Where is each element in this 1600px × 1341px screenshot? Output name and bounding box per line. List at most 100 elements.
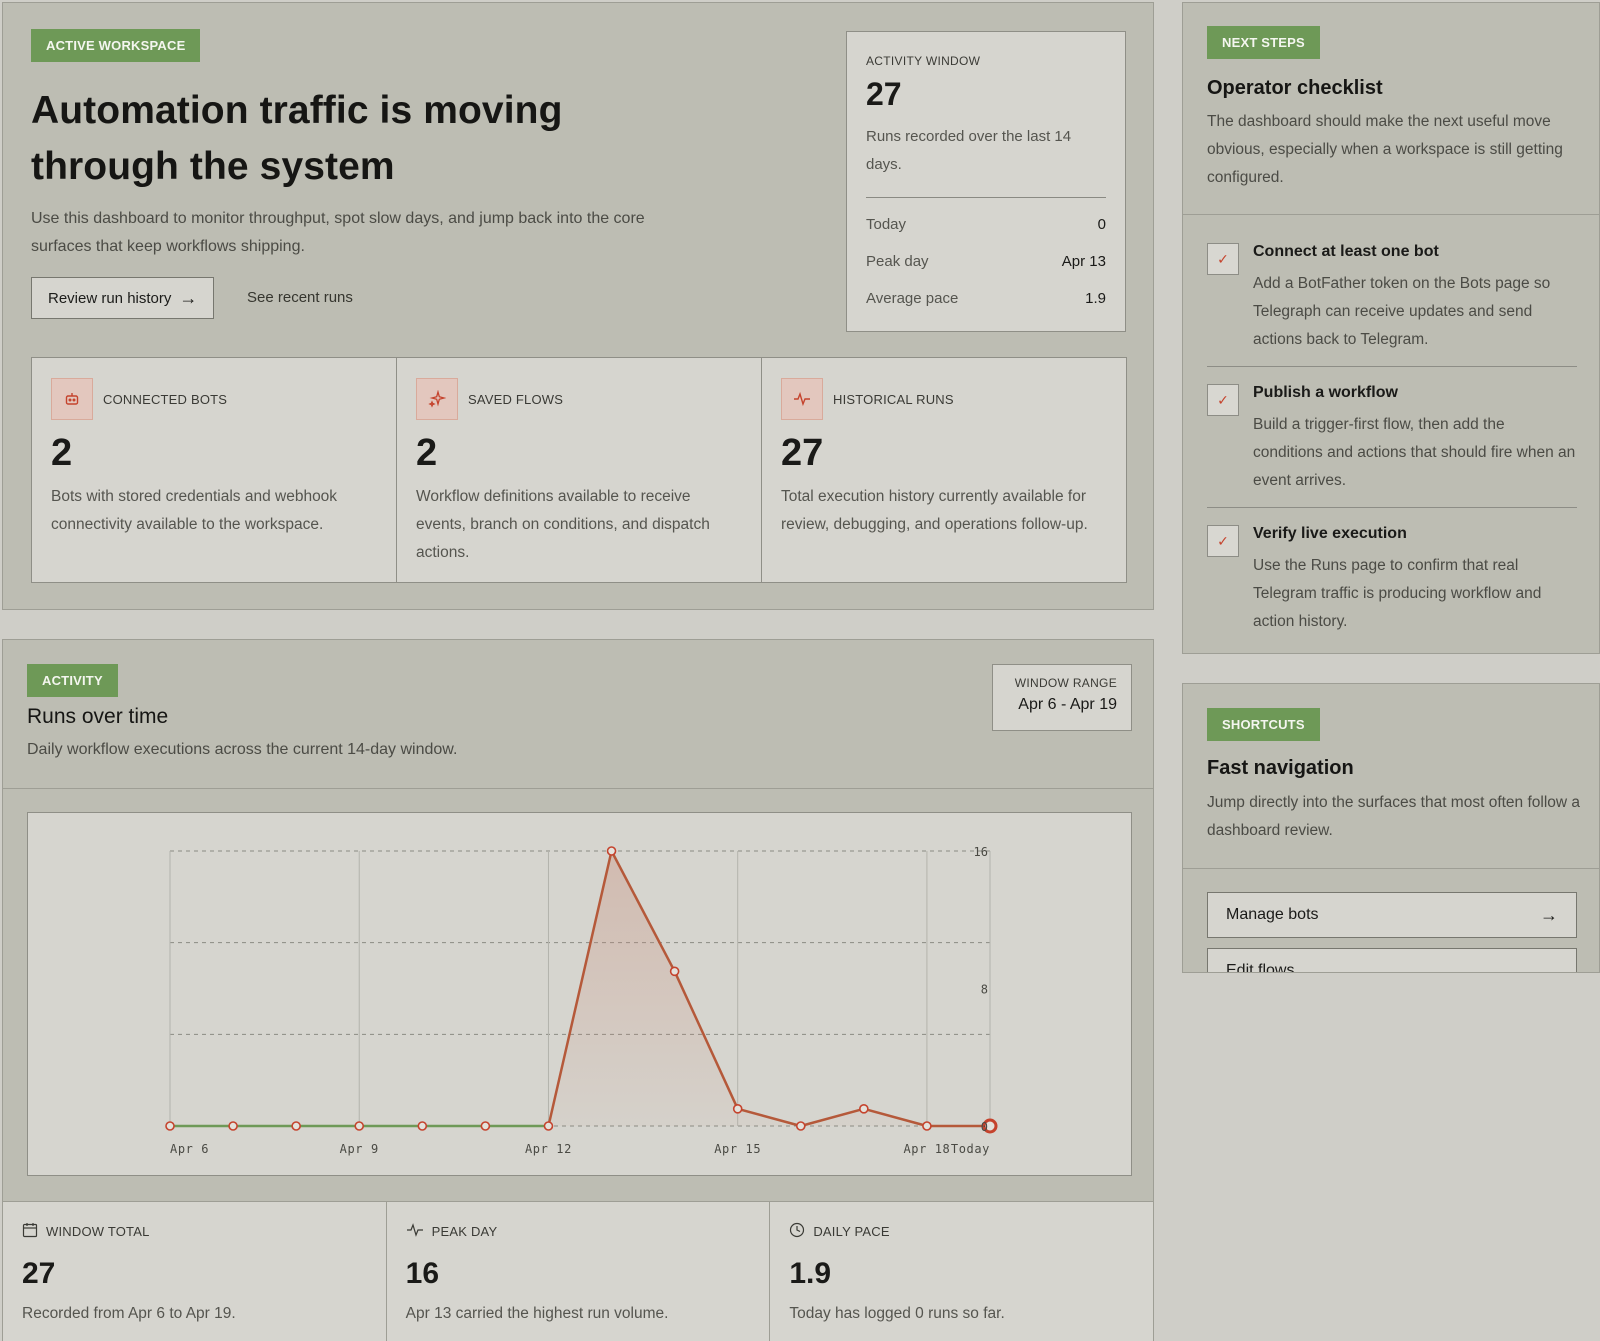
series-line-segment (673, 970, 739, 1111)
series-line-segment (862, 1107, 929, 1128)
operator-checklist-description: The dashboard should make the next usefu… (1207, 113, 1563, 186)
divider (866, 197, 1106, 198)
stat-saved-flows: SAVED FLOWS 2 Workflow definitions avail… (397, 358, 762, 582)
data-point (417, 1121, 428, 1131)
data-point (606, 846, 617, 856)
stat-historical-runs: HISTORICAL RUNS 27 Total execution histo… (762, 358, 1126, 582)
clock-icon (789, 1222, 805, 1241)
x-tick-label: Apr 15 (714, 1142, 761, 1156)
checkbox[interactable]: ✓ (1207, 525, 1239, 557)
data-point (982, 1118, 998, 1134)
series-line-segment (799, 1107, 866, 1128)
manage-bots-label: Manage bots (1226, 906, 1319, 923)
next-steps-panel: NEXT STEPS Operator checklist The dashbo… (1182, 2, 1600, 654)
y-tick-label: 8 (981, 983, 988, 997)
activity-window-value: 27 (866, 76, 902, 112)
check-icon: ✓ (1217, 532, 1229, 549)
data-point (922, 1121, 932, 1131)
checklist-item-verify-execution: ✓ Verify live execution Use the Runs pag… (1207, 524, 1577, 636)
arrow-right-icon: → (1540, 904, 1558, 925)
series-line-segment (547, 849, 613, 1128)
data-point (480, 1121, 491, 1131)
fast-navigation-title: Fast navigation (1207, 757, 1354, 779)
window-range-value: Apr 6 - Apr 19 (1018, 696, 1117, 713)
summary-label: WINDOW TOTAL (46, 1224, 150, 1239)
checkbox[interactable]: ✓ (1207, 384, 1239, 416)
summary-value: 16 (405, 1257, 440, 1290)
peak-day-row: Peak day Apr 13 (866, 251, 1106, 272)
divider (1207, 507, 1577, 508)
pulse-icon (406, 1222, 424, 1241)
stat-label: HISTORICAL RUNS (833, 391, 954, 407)
stat-label: CONNECTED BOTS (103, 391, 228, 407)
data-point (291, 1121, 301, 1131)
average-pace-row: Average pace 1.9 (866, 288, 1106, 309)
activity-title: Runs over time (27, 705, 169, 728)
summary-window-total: WINDOW TOTAL 27 Recorded from Apr 6 to A… (3, 1202, 387, 1341)
summary-description: Apr 13 carried the highest run volume. (405, 1305, 669, 1322)
checklist-item-title: Verify live execution (1253, 525, 1407, 542)
data-point (795, 1121, 806, 1131)
checklist-item-description: Use the Runs page to confirm that real T… (1253, 557, 1542, 630)
activity-tag: ACTIVITY (27, 664, 118, 697)
summary-description: Today has logged 0 runs so far. (789, 1305, 1005, 1322)
stat-value: 2 (416, 432, 438, 474)
runs-chart-svg: Apr 6 Apr 9 Apr 12 Apr 15 Apr 18 Today 0 8 16 (165, 845, 998, 1156)
data-point (859, 1104, 869, 1114)
stats-row: CONNECTED BOTS 2 Bots with stored creden… (31, 357, 1127, 583)
today-label: Today (866, 216, 907, 233)
manage-bots-button[interactable]: Manage bots → (1207, 892, 1577, 938)
x-tick-label: Apr 18 (903, 1142, 950, 1156)
divider (1207, 366, 1577, 367)
data-point (165, 1121, 175, 1131)
data-point (543, 1121, 554, 1131)
data-point (354, 1121, 365, 1131)
x-tick-label: Apr 9 (340, 1142, 379, 1156)
calendar-icon (22, 1222, 38, 1241)
sparkle-icon (416, 378, 458, 420)
x-tick-label: Apr 6 (170, 1142, 209, 1156)
shortcuts-panel: SHORTCUTS Fast navigation Jump directly … (1182, 683, 1600, 973)
activity-description: Daily workflow executions across the cur… (27, 741, 458, 758)
edit-flows-button[interactable]: Edit flows → (1207, 948, 1577, 973)
arrow-right-icon: → (1540, 960, 1558, 973)
average-pace-label: Average pace (866, 290, 959, 307)
active-workspace-tag: ACTIVE WORKSPACE (31, 29, 201, 62)
checklist-item-connect-bot: ✓ Connect at least one bot Add a BotFath… (1207, 242, 1577, 354)
y-tick-label: 16 (974, 845, 988, 859)
peak-day-label: Peak day (866, 253, 929, 270)
x-tick-label: Apr 12 (525, 1142, 572, 1156)
activity-summary-row: WINDOW TOTAL 27 Recorded from Apr 6 to A… (3, 1201, 1153, 1341)
stat-value: 27 (781, 432, 824, 474)
stat-description: Bots with stored credentials and webhook… (51, 488, 338, 533)
runs-chart: Apr 6 Apr 9 Apr 12 Apr 15 Apr 18 Today 0 8 16 (27, 812, 1132, 1176)
checklist-item-title: Publish a workflow (1253, 384, 1398, 401)
summary-peak-day: PEAK DAY 16 Apr 13 carried the highest r… (387, 1202, 771, 1341)
see-recent-runs-link[interactable]: See recent runs (247, 289, 353, 306)
summary-value: 1.9 (789, 1257, 832, 1290)
check-icon: ✓ (1217, 391, 1229, 408)
average-pace-value: 1.9 (1085, 290, 1106, 307)
series-line-segment (736, 1107, 803, 1128)
stat-description: Total execution history currently availa… (781, 488, 1088, 533)
stat-value: 2 (51, 432, 73, 474)
checkbox[interactable]: ✓ (1207, 243, 1239, 275)
review-run-history-button[interactable]: Review run history → (31, 277, 215, 319)
activity-window-description: Runs recorded over the last 14 days. (866, 128, 1072, 173)
shortcuts-tag: SHORTCUTS (1207, 708, 1320, 741)
checklist-item-description: Build a trigger-first flow, then add the… (1253, 416, 1576, 489)
pulse-icon (781, 378, 823, 420)
today-value: 0 (1097, 216, 1106, 233)
next-steps-tag: NEXT STEPS (1207, 26, 1320, 59)
review-run-history-label: Review run history (48, 289, 172, 307)
hero-description: Use this dashboard to monitor throughput… (31, 210, 645, 255)
hero-panel: ACTIVE WORKSPACE Automation traffic is m… (2, 2, 1154, 610)
summary-label: PEAK DAY (431, 1224, 498, 1239)
checklist-item-description: Add a BotFather token on the Bots page s… (1253, 275, 1551, 348)
data-point (669, 966, 680, 977)
data-point (732, 1104, 743, 1114)
series-line-segment (610, 849, 676, 973)
data-point (228, 1121, 238, 1131)
stat-label: SAVED FLOWS (468, 391, 564, 407)
summary-description: Recorded from Apr 6 to Apr 19. (22, 1305, 236, 1322)
